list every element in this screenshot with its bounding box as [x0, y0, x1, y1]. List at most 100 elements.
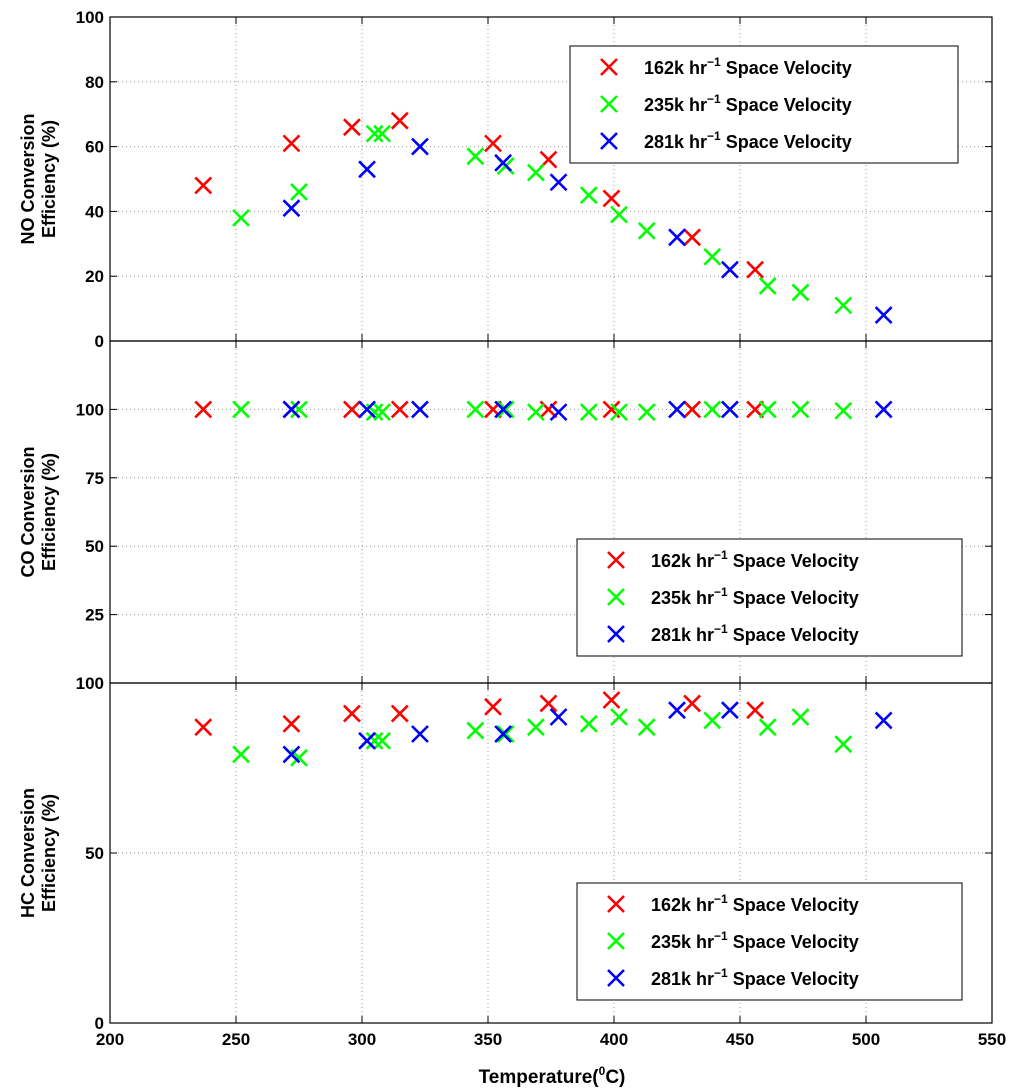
data-point — [466, 721, 485, 740]
data-point — [358, 731, 376, 750]
legend-marker — [607, 625, 625, 643]
legend-entry-suffix: Space Velocity — [721, 132, 852, 152]
legend-entry-suffix: Space Velocity — [728, 895, 859, 915]
series-3 — [282, 400, 893, 422]
data-point — [232, 208, 250, 227]
legend-entry-sup: −1 — [707, 92, 721, 106]
legend-entry-prefix: 235k hr — [651, 932, 714, 952]
legend-box — [576, 538, 963, 657]
x-axis-label: Temperature(0C) — [479, 1064, 626, 1088]
data-point — [484, 134, 502, 153]
data-point — [373, 731, 392, 750]
data-point — [602, 691, 621, 709]
data-point — [549, 173, 568, 192]
data-point — [637, 221, 656, 240]
y-tick-label: 100 — [76, 674, 104, 693]
data-point — [232, 400, 250, 419]
legend-entry-prefix: 162k hr — [651, 895, 714, 915]
data-point — [668, 701, 686, 720]
data-point — [703, 400, 722, 419]
legend-marker — [607, 588, 625, 606]
legend-entry-prefix: 281k hr — [651, 625, 714, 645]
data-point — [791, 283, 810, 302]
data-point — [282, 714, 301, 733]
data-point — [282, 745, 301, 764]
data-point — [668, 228, 686, 247]
data-point — [579, 403, 598, 422]
data-point — [703, 247, 722, 266]
legend-entry: 162k hr−1 Space Velocity — [644, 55, 852, 78]
data-point — [834, 296, 853, 315]
data-point — [411, 400, 429, 419]
x-tick-label: 200 — [96, 1030, 124, 1049]
legend-marker — [600, 95, 618, 113]
y-tick-label: 100 — [76, 400, 104, 419]
legend-entry-sup: −1 — [714, 892, 728, 906]
y-axis-label-line2: Efficiency (%) — [39, 453, 59, 571]
y-tick-label: 20 — [85, 267, 104, 286]
data-point — [874, 306, 893, 324]
legend-entry-sup: −1 — [714, 966, 728, 980]
legend-entry: 235k hr−1 Space Velocity — [651, 585, 859, 608]
legend-entry-sup: −1 — [714, 548, 728, 562]
legend-entry: 281k hr−1 Space Velocity — [651, 966, 859, 989]
data-point — [373, 124, 392, 143]
legend-entry-prefix: 281k hr — [651, 969, 714, 989]
series-3 — [282, 137, 893, 324]
data-point — [343, 118, 361, 137]
data-point — [791, 708, 810, 726]
x-tick-label: 350 — [474, 1030, 502, 1049]
legend-entry: 162k hr−1 Space Velocity — [651, 548, 859, 571]
y-tick-label: 0 — [95, 1014, 104, 1033]
data-point — [373, 403, 392, 422]
x-axis-label-sup: 0 — [599, 1064, 606, 1078]
data-point — [539, 694, 558, 713]
data-point — [579, 714, 598, 733]
legend-entry-suffix: Space Velocity — [728, 551, 859, 571]
data-point — [610, 403, 628, 422]
y-tick-label: 0 — [95, 332, 104, 351]
legend-entry: 235k hr−1 Space Velocity — [651, 929, 859, 952]
data-point — [549, 708, 568, 726]
legend-entry-suffix: Space Velocity — [728, 969, 859, 989]
series-1 — [194, 111, 765, 279]
data-point — [282, 199, 301, 218]
data-point — [365, 731, 384, 750]
data-point — [194, 718, 213, 737]
data-point — [721, 701, 739, 720]
y-axis-label-line1: NO Conversion — [18, 113, 38, 244]
data-point — [343, 400, 361, 419]
legend-entry-suffix: Space Velocity — [728, 625, 859, 645]
legend-marker — [607, 551, 625, 569]
legend-marker — [607, 969, 625, 987]
legend-entry: 235k hr−1 Space Velocity — [644, 92, 852, 115]
y-tick-label: 75 — [85, 469, 104, 488]
series-1 — [194, 691, 765, 737]
data-point — [721, 260, 739, 279]
data-point — [834, 735, 853, 754]
data-point — [874, 711, 893, 730]
legend-entry-sup: −1 — [714, 585, 728, 599]
data-point — [343, 704, 361, 723]
legend-entry-suffix: Space Velocity — [728, 588, 859, 608]
data-point — [466, 147, 485, 166]
data-point — [358, 400, 376, 419]
data-point — [610, 205, 628, 224]
data-point — [232, 745, 250, 764]
data-point — [610, 708, 628, 726]
legend: 162k hr−1 Space Velocity 235k hr−1 Space … — [569, 45, 959, 164]
y-tick-label: 25 — [85, 606, 104, 625]
legend-entry-sup: −1 — [714, 929, 728, 943]
legend-entry-suffix: Space Velocity — [721, 95, 852, 115]
data-point — [758, 400, 777, 419]
data-point — [668, 400, 686, 419]
data-point — [494, 153, 513, 172]
legend-entry-suffix: Space Velocity — [728, 932, 859, 952]
legend-marker — [607, 932, 625, 950]
data-point — [411, 137, 429, 156]
data-point — [282, 400, 301, 419]
data-point — [721, 400, 739, 419]
legend-entry-prefix: 162k hr — [651, 551, 714, 571]
